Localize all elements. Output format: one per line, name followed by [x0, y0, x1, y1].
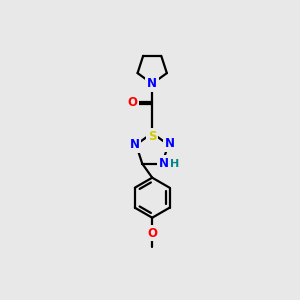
Text: N: N	[165, 137, 175, 151]
Text: N: N	[147, 77, 157, 90]
Text: N: N	[159, 157, 169, 170]
Text: H: H	[170, 159, 179, 169]
Text: O: O	[147, 226, 157, 240]
Text: N: N	[130, 138, 140, 151]
Text: O: O	[127, 96, 137, 109]
Text: S: S	[148, 130, 157, 142]
